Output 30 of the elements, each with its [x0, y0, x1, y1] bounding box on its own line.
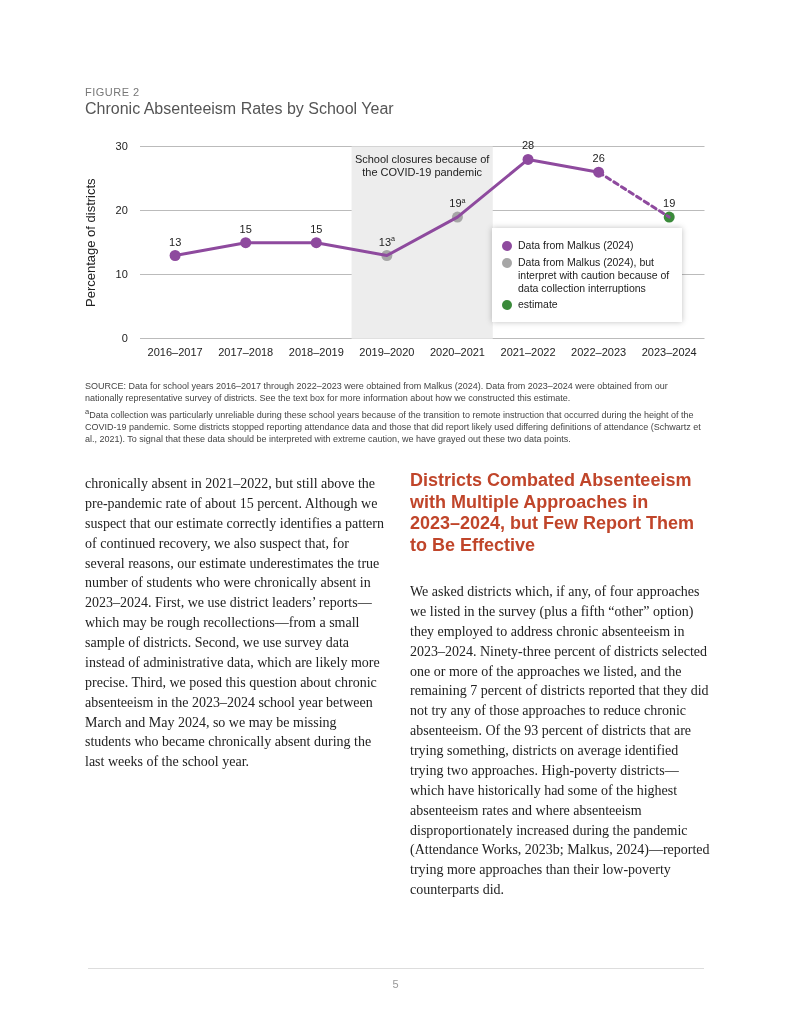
band-label: School closures because of the COVID-19 pandemic: [354, 153, 491, 179]
x-tick-label: 2016–2017: [147, 346, 203, 359]
y-tick-label: 20: [115, 203, 128, 216]
text: $^{a}$Data collection was particularly unreliable during these school years because of the transition to remote instruction that occurred during the height of the COVID-19 pandemic. Some districts stopped reporting attendance data and those that did report likely used differing definitions of attendance (Schwartz et al., 2021). To signal that these data should be interpreted with extreme caution, we have grayed out these two data points.: [85, 407, 702, 446]
legend-label: estimate: [518, 297, 558, 311]
x-tick-label: 2017–2018: [218, 346, 274, 359]
data-label: 19: [663, 197, 676, 210]
x-tick-label: 2022–2023: [571, 346, 627, 359]
data-label: 26: [592, 152, 605, 165]
data-label: 13: [169, 235, 182, 248]
chart-title: Chronic Absenteeism Rates by School Year: [85, 100, 394, 118]
text: Districts Combated Absenteeism with Multiple Approaches in 2023–2024, but Few Report Them to Be Effective: [410, 470, 696, 557]
text: chronically absent in 2021–2022, but still above the pre-pandemic rate of about 15 percent. Although we suspect that our estimate correctly identifies a pattern of continued recovery, we also suspect that, for several reasons, our estimate underestimates the true number of students who were chronically absent in 2023–2024. First, we use district leaders’ reports—which may be rough recollections—from a small sample of districts. Second, we use survey data instead of administrative data, which are likely more precise. Third, we posed this question about chronic absenteeism in the 2023–2024 school year between March and May 2024, so we may be missing students who became chronically absent during the last weeks of the school year.: [85, 476, 384, 770]
y-tick-label: 30: [115, 139, 128, 152]
x-tick-label: 2023–2024: [641, 346, 697, 359]
source-note: SOURCE: Data for school years 2016–2017 through 2022–2023 were obtained from Malkus (2024). Data from 2023–2024 were obtained from our nationally representative survey of districts. See the text box for more information about how we constructed this estimate.: [85, 381, 669, 405]
text: 5: [391, 978, 400, 990]
y-axis-title: Percentage of districts: [83, 177, 99, 308]
legend-label: Data from Malkus (2024): [518, 239, 634, 253]
data-label: 28: [521, 139, 535, 152]
text: We asked districts which, if any, of four approaches we listed in the survey (plus a fifth “other” option) they employed to address chronic absenteeism in 2023–2024. Ninety-three percent of districts selected one or more of the approaches we listed, and the remaining 7 percent of districts reported that they did not try any of those approaches to reduce chronic absenteeism. Of the 93 percent of districts that are trying something, districts on average identified trying two approaches. High-poverty districts—which have historically had some of the highest absenteeism rates and where absenteeism disproportionately increased during the pandemic (Attendance Works, 2023b; Malkus, 2024)—reported trying more approaches than their low-poverty counterparts did.: [410, 584, 710, 898]
x-tick-label: 2020–2021: [429, 346, 485, 359]
x-tick-label: 2019–2020: [359, 346, 415, 359]
y-tick-label: 0: [121, 331, 128, 344]
x-tick-label: 2018–2019: [288, 346, 344, 359]
x-tick-label: 2021–2022: [500, 346, 556, 359]
data-label: 15: [310, 222, 323, 235]
y-tick-label: 10: [115, 267, 128, 280]
caption: FIGURE 2: [85, 86, 140, 98]
data-label: 15: [239, 222, 252, 235]
